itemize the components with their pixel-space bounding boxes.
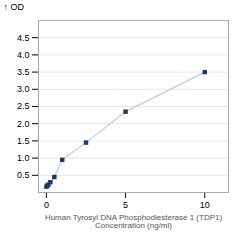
svg-text:4.5: 4.5 (17, 33, 30, 43)
svg-text:2.5: 2.5 (17, 101, 30, 111)
svg-text:↑ OD: ↑ OD (4, 2, 25, 12)
svg-text:5: 5 (123, 200, 128, 210)
svg-text:4.0: 4.0 (17, 50, 30, 60)
svg-text:1.5: 1.5 (17, 136, 30, 146)
svg-text:3.5: 3.5 (17, 67, 30, 77)
svg-text:2.0: 2.0 (17, 119, 30, 129)
svg-text:1.0: 1.0 (17, 153, 30, 163)
svg-text:10: 10 (200, 200, 210, 210)
svg-text:0.5: 0.5 (17, 170, 30, 180)
svg-text:0: 0 (44, 200, 49, 210)
svg-text:3.0: 3.0 (17, 84, 30, 94)
svg-text:Human Tyrosyl DNA Phosphodiest: Human Tyrosyl DNA Phosphodiesterase 1 (T… (45, 213, 223, 230)
